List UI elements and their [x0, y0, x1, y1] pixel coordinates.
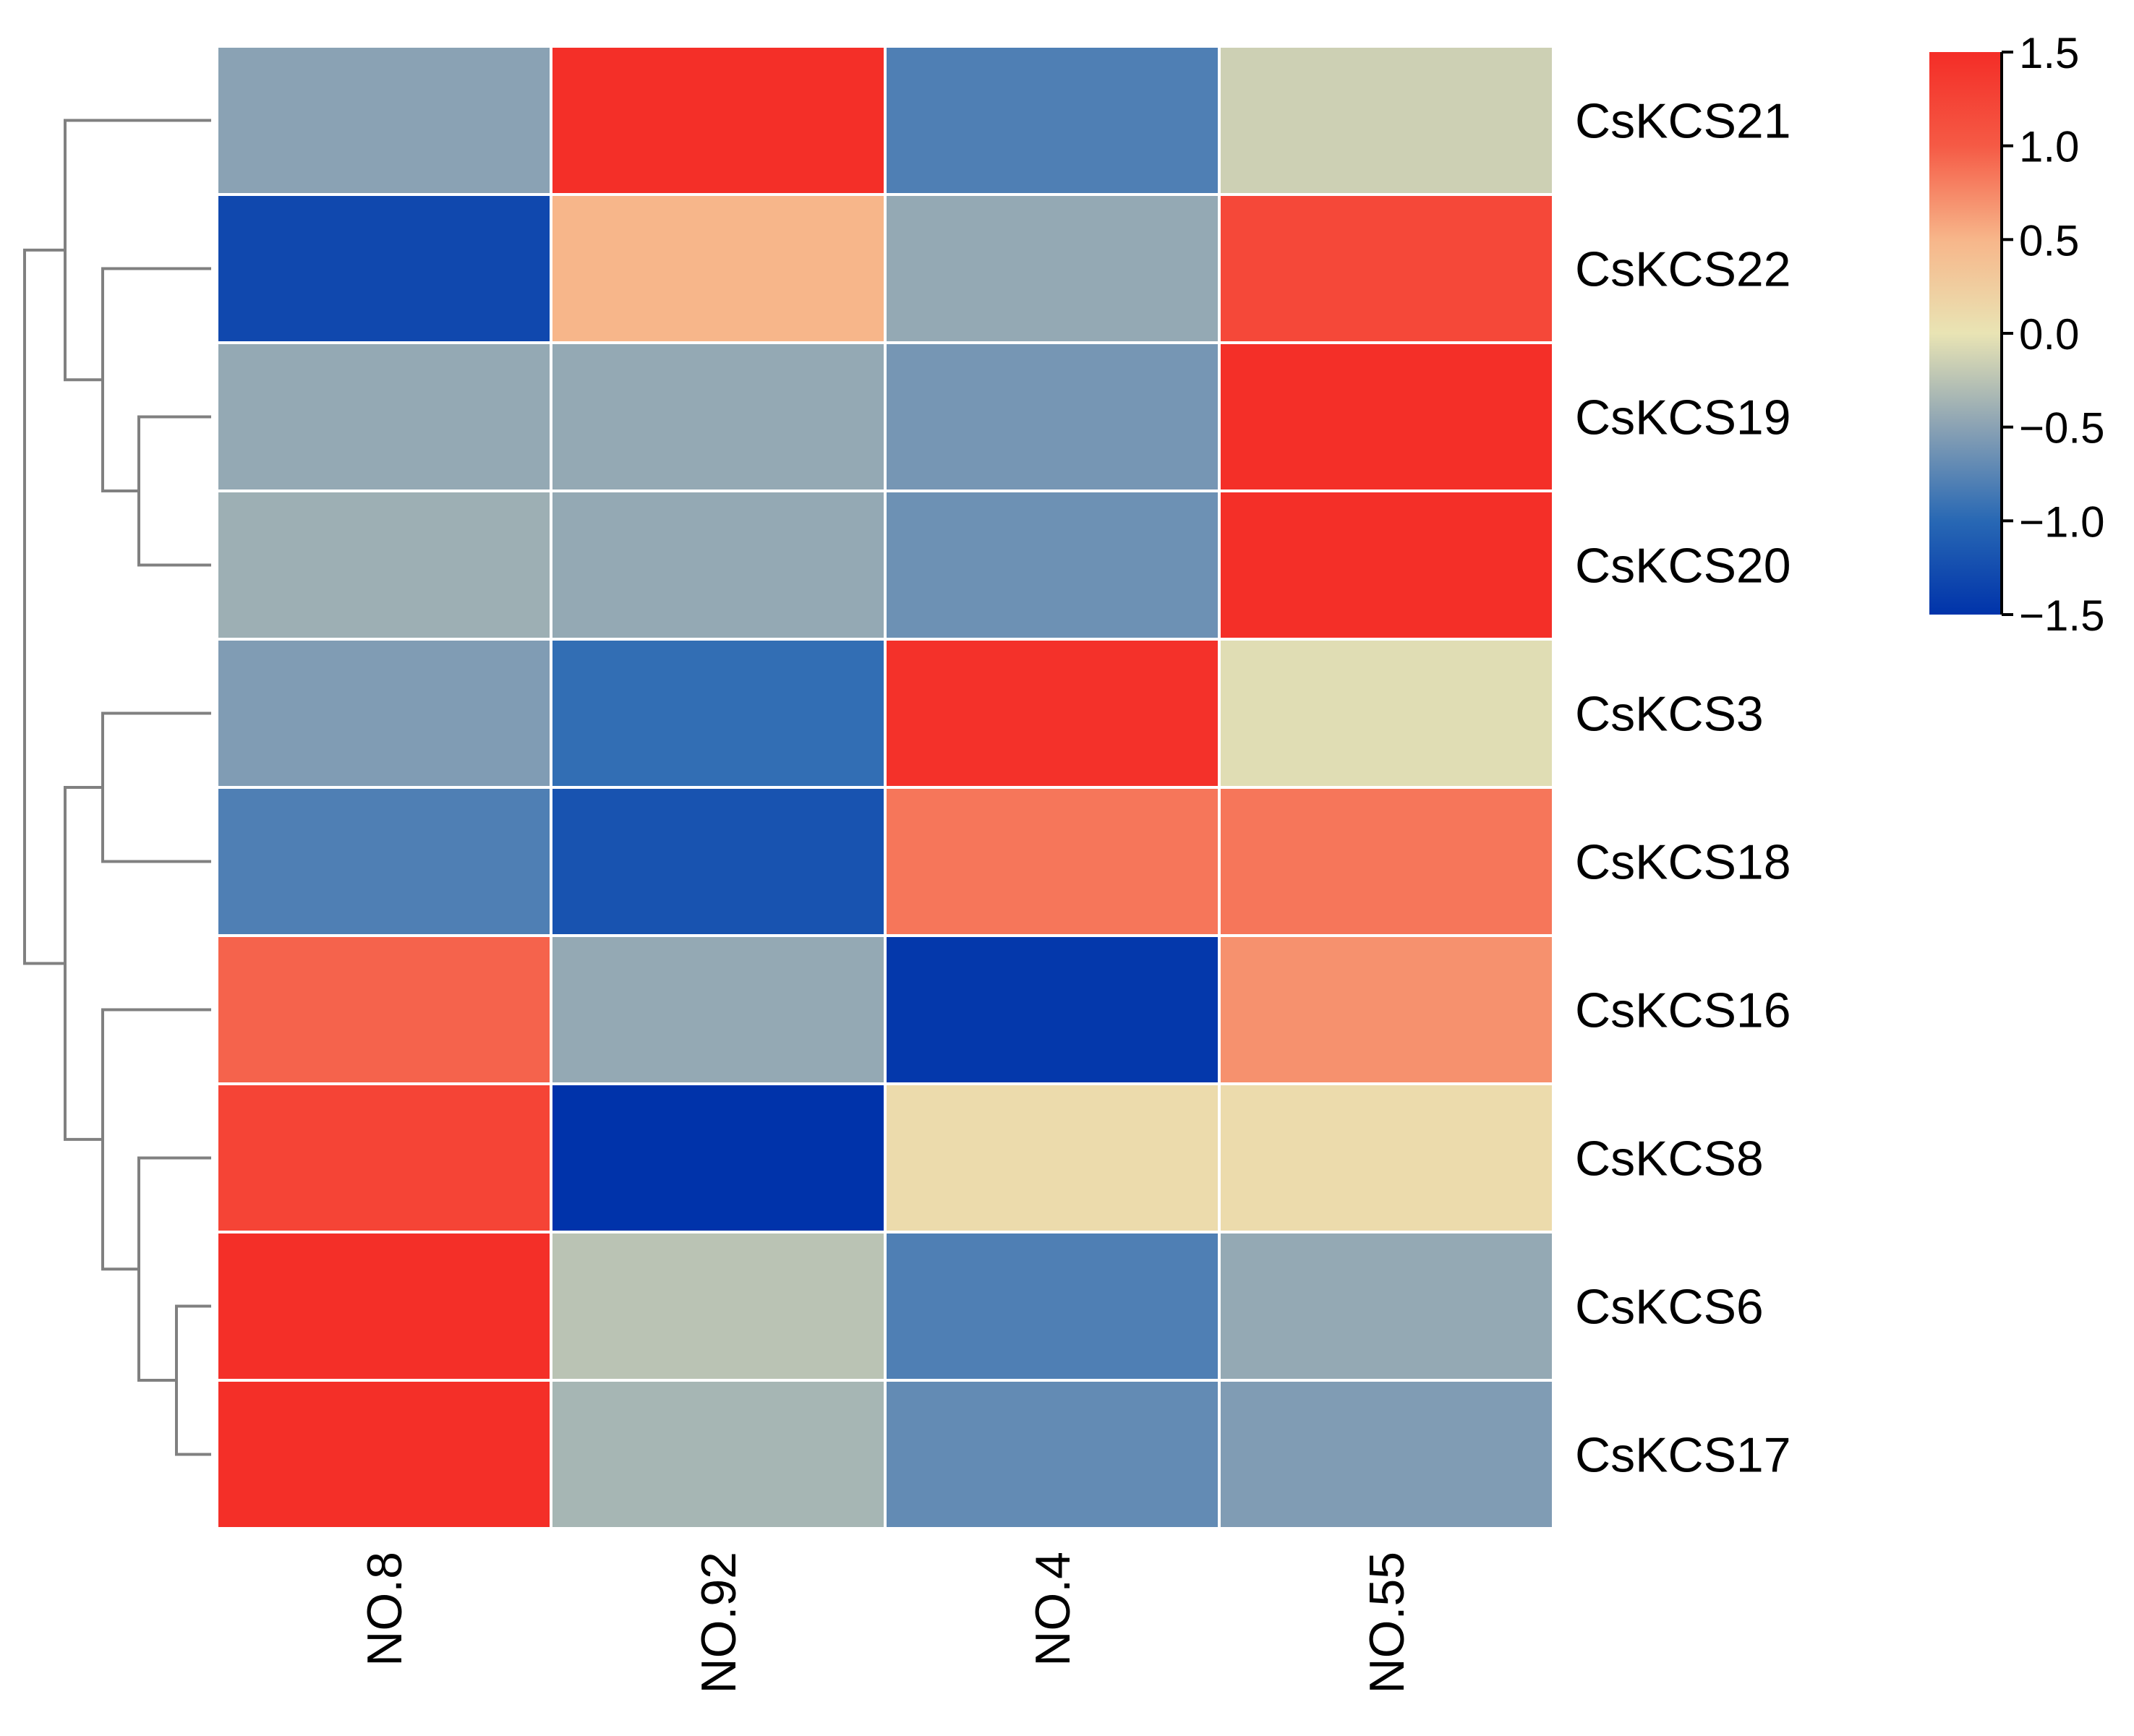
heatmap-cell-cskcs22-no8	[215, 193, 552, 344]
heatmap-cell-cskcs16-no4	[884, 934, 1221, 1085]
heatmap-cell-cskcs3-no55	[1218, 638, 1555, 789]
column-labels: NO.8 NO.92 NO.4 NO.55	[357, 1552, 1414, 1694]
heatmap-cell-cskcs21-no4	[884, 45, 1221, 196]
heatmap-cell-cskcs20-no4	[884, 489, 1221, 641]
heatmap-cell-cskcs8-no4	[884, 1082, 1221, 1233]
colorbar-tick-label: −1.5	[2019, 591, 2104, 640]
dendrogram-branch	[137, 415, 211, 567]
colorbar-gradient	[1929, 52, 2002, 615]
dendrogram-branch	[101, 1008, 211, 1271]
heatmap-cell-cskcs19-no55	[1218, 341, 1555, 492]
row-label: CsKCS21	[1575, 94, 1791, 149]
heatmap-cell-cskcs21-no8	[215, 45, 552, 196]
row-label: CsKCS22	[1575, 242, 1791, 297]
column-label: NO.8	[357, 1552, 412, 1667]
heatmap-cell-cskcs18-no8	[215, 786, 552, 937]
row-labels: CsKCS21 CsKCS22 CsKCS19 CsKCS20 CsKCS3 CsKCS1…	[1575, 94, 1791, 1483]
heatmap-cell-cskcs3-no4	[884, 638, 1221, 789]
heatmap-cell-cskcs22-no92	[550, 193, 887, 344]
column-label: NO.4	[1025, 1552, 1080, 1667]
row-label: CsKCS16	[1575, 983, 1791, 1038]
heatmap-cell-cskcs6-no4	[884, 1231, 1221, 1382]
row-label: CsKCS18	[1575, 835, 1791, 890]
heatmap-cell-cskcs16-no8	[215, 934, 552, 1085]
dendrogram-branch	[175, 1304, 211, 1456]
heatmap-cell-cskcs16-no92	[550, 934, 887, 1085]
colorbar-tick-label: 1.5	[2019, 29, 2079, 77]
heatmap-cell-cskcs18-no55	[1218, 786, 1555, 937]
dendrogram-branch	[101, 267, 211, 492]
heatmap-cell-cskcs22-no55	[1218, 193, 1555, 344]
colorbar: 1.5 1.0 0.5 0.0 −0.5 −1.0 −1.5	[1929, 29, 2104, 640]
heatmap-cell-cskcs18-no4	[884, 786, 1221, 937]
column-label: NO.92	[691, 1552, 746, 1694]
heatmap-cell-cskcs16-no55	[1218, 934, 1555, 1085]
row-label: CsKCS8	[1575, 1132, 1764, 1186]
heatmap-cell-cskcs22-no4	[884, 193, 1221, 344]
dendrogram-branch	[101, 711, 211, 863]
colorbar-tick-label: 1.0	[2019, 123, 2079, 171]
column-label: NO.55	[1360, 1552, 1414, 1694]
colorbar-tick-label: −1.0	[2019, 497, 2104, 546]
heatmap-cell-cskcs3-no8	[215, 638, 552, 789]
dendrogram-branch	[64, 119, 211, 382]
heatmap-cells	[215, 45, 1555, 1530]
heatmap-cell-cskcs8-no55	[1218, 1082, 1555, 1233]
heatmap-cell-cskcs17-no4	[884, 1379, 1221, 1530]
colorbar-tick-label: 0.0	[2019, 310, 2079, 359]
row-label: CsKCS6	[1575, 1280, 1764, 1335]
row-label: CsKCS3	[1575, 687, 1764, 742]
heatmap-cell-cskcs6-no92	[550, 1231, 887, 1382]
heatmap-cell-cskcs17-no8	[215, 1379, 552, 1530]
heatmap-cell-cskcs20-no8	[215, 489, 552, 641]
dendrogram-branch	[23, 248, 65, 965]
row-dendrogram	[23, 119, 211, 1456]
heatmap-cell-cskcs20-no55	[1218, 489, 1555, 641]
dendrogram-branch	[64, 786, 103, 1141]
heatmap-cell-cskcs8-no8	[215, 1082, 552, 1233]
row-label: CsKCS17	[1575, 1428, 1791, 1483]
heatmap-cell-cskcs8-no92	[550, 1082, 887, 1233]
heatmap-cell-cskcs6-no8	[215, 1231, 552, 1382]
heatmap-cell-cskcs3-no92	[550, 638, 887, 789]
heatmap-cell-cskcs19-no92	[550, 341, 887, 492]
colorbar-tick-label: 0.5	[2019, 216, 2079, 265]
heatmap-cell-cskcs20-no92	[550, 489, 887, 641]
heatmap-cell-cskcs21-no55	[1218, 45, 1555, 196]
heatmap-cell-cskcs19-no4	[884, 341, 1221, 492]
heatmap-cell-cskcs19-no8	[215, 341, 552, 492]
colorbar-tick-label: −0.5	[2019, 404, 2104, 453]
heatmap-cell-cskcs18-no92	[550, 786, 887, 937]
heatmap-cell-cskcs17-no92	[550, 1379, 887, 1530]
heatmap-cell-cskcs21-no92	[550, 45, 887, 196]
heatmap-cell-cskcs17-no55	[1218, 1379, 1555, 1530]
heatmap-cell-cskcs6-no55	[1218, 1231, 1555, 1382]
row-label: CsKCS19	[1575, 390, 1791, 445]
row-label: CsKCS20	[1575, 539, 1791, 594]
